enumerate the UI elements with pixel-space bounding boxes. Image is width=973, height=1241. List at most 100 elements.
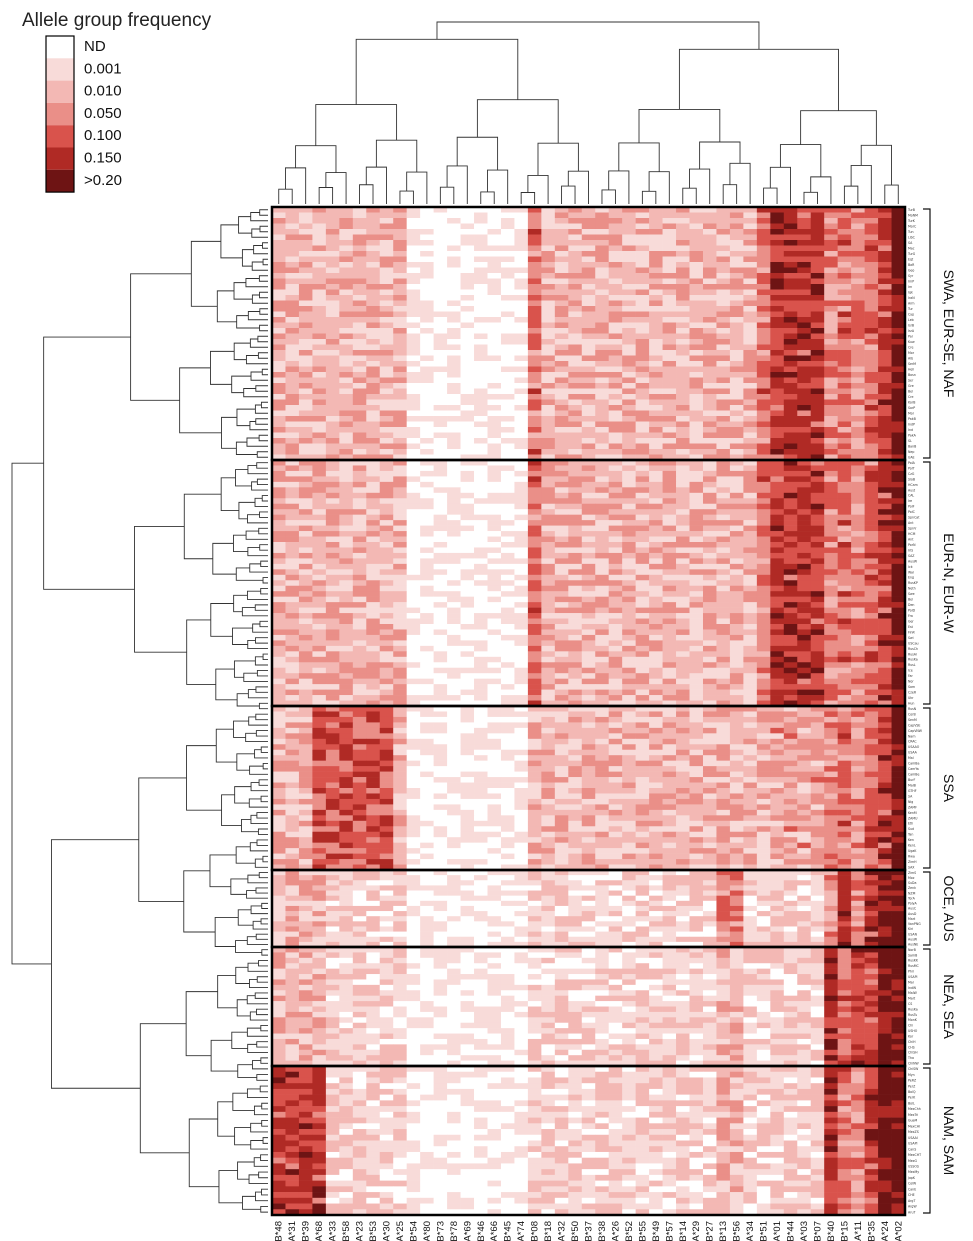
heatmap-cell	[837, 333, 852, 340]
heatmap-cell	[878, 207, 892, 213]
heatmap-cell	[352, 427, 367, 433]
heatmap-cell	[689, 333, 704, 340]
heatmap-cell	[298, 487, 313, 494]
heatmap-cell	[851, 388, 865, 395]
heatmap-cell	[366, 427, 381, 433]
heatmap-cell	[312, 722, 327, 729]
heatmap-cell	[689, 673, 704, 679]
heatmap-cell	[810, 662, 825, 669]
heatmap-cell	[285, 388, 300, 395]
heatmap-cell	[487, 727, 502, 734]
heatmap-cell	[743, 399, 758, 406]
heatmap-cell	[514, 585, 529, 592]
heatmap-cell	[433, 602, 448, 608]
heatmap-cell	[474, 618, 488, 625]
heatmap-cell	[568, 558, 583, 565]
heatmap-cell	[891, 311, 906, 318]
heatmap-cell	[743, 695, 758, 701]
heatmap-cell	[500, 656, 515, 663]
heatmap-cell	[474, 481, 488, 488]
heatmap-cell	[649, 256, 663, 263]
heatmap-cell	[689, 212, 704, 219]
heatmap-cell	[500, 634, 515, 641]
heatmap-cell	[891, 771, 906, 778]
heatmap-cell	[393, 634, 407, 641]
heatmap-cell	[514, 223, 529, 230]
heatmap-cell	[797, 542, 812, 548]
heatmap-cell	[339, 760, 354, 767]
heatmap-cell	[527, 460, 542, 466]
heatmap-cell	[810, 465, 825, 472]
heatmap-cell	[608, 339, 623, 345]
heatmap-cell	[622, 339, 636, 345]
heatmap-cell	[622, 377, 636, 384]
heatmap-cell	[702, 405, 717, 411]
heatmap-cell	[527, 245, 542, 252]
heatmap-cell	[312, 536, 327, 543]
heatmap-cell	[514, 634, 529, 641]
heatmap-cell	[406, 569, 421, 576]
heatmap-cell	[783, 438, 798, 444]
heatmap-cell	[622, 289, 636, 296]
heatmap-cell	[487, 531, 502, 537]
heatmap-cell	[851, 629, 865, 636]
heatmap-cell	[339, 350, 354, 356]
heatmap-cell	[851, 284, 865, 290]
heatmap-cell	[527, 278, 542, 285]
heatmap-cell	[878, 536, 892, 543]
heatmap-cell	[393, 700, 407, 707]
heatmap-cell	[325, 317, 340, 323]
heatmap-cell	[393, 443, 407, 450]
heatmap-cell	[743, 432, 758, 439]
heatmap-cell	[554, 777, 569, 783]
heatmap-cell	[783, 344, 798, 351]
heatmap-cell	[783, 689, 798, 696]
heatmap-cell	[608, 289, 623, 296]
heatmap-cell	[581, 711, 596, 718]
heatmap-cell	[500, 722, 515, 729]
heatmap-cell	[312, 492, 327, 499]
heatmap-cell	[541, 656, 556, 663]
heatmap-cell	[487, 311, 502, 318]
heatmap-cell	[891, 333, 906, 340]
heatmap-cell	[878, 733, 892, 740]
heatmap-cell	[527, 738, 542, 745]
heatmap-cell	[460, 558, 475, 565]
heatmap-cell	[756, 678, 771, 685]
heatmap-cell	[662, 645, 677, 652]
heatmap-cell	[325, 651, 340, 658]
heatmap-cell	[433, 438, 448, 444]
heatmap-cell	[649, 410, 663, 417]
heatmap-cell	[635, 383, 650, 389]
heatmap-cell	[743, 328, 758, 334]
heatmap-cell	[743, 722, 758, 729]
heatmap-cell	[756, 256, 771, 263]
heatmap-cell	[743, 498, 758, 505]
heatmap-cell	[824, 711, 838, 718]
heatmap-cell	[824, 656, 838, 663]
heatmap-cell	[635, 547, 650, 554]
heatmap-cell	[514, 394, 529, 400]
heatmap-cell	[285, 514, 300, 521]
heatmap-cell	[797, 563, 812, 570]
heatmap-cell	[406, 322, 421, 329]
heatmap-cell	[581, 487, 596, 494]
heatmap-cell	[406, 629, 421, 636]
heatmap-cell	[851, 689, 865, 696]
heatmap-cell	[824, 749, 838, 756]
heatmap-cell	[743, 306, 758, 312]
heatmap-cell	[756, 460, 771, 466]
heatmap-cell	[608, 333, 623, 340]
heatmap-cell	[716, 602, 731, 608]
heatmap-cell	[878, 438, 892, 444]
heatmap-cell	[729, 673, 744, 679]
heatmap-cell	[366, 651, 381, 658]
heatmap-cell	[783, 585, 798, 592]
heatmap-cell	[878, 476, 892, 483]
heatmap-cell	[662, 218, 677, 224]
heatmap-cell	[554, 651, 569, 658]
heatmap-cell	[527, 317, 542, 323]
heatmap-cell	[487, 733, 502, 740]
heatmap-cell	[622, 613, 636, 619]
heatmap-cell	[797, 383, 812, 389]
